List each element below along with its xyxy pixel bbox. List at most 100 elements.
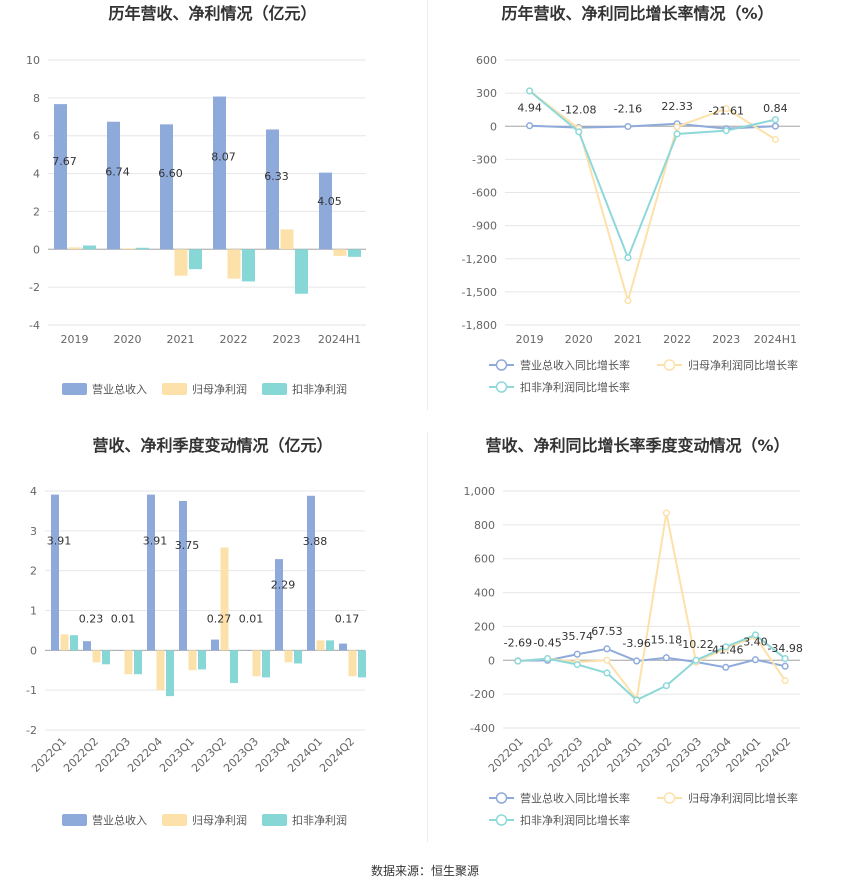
bar-net-profit bbox=[333, 249, 347, 256]
data-point bbox=[662, 509, 670, 517]
x-tick-label: 2022 bbox=[663, 333, 691, 346]
legend-label: 扣非净利润同比增长率 bbox=[520, 380, 630, 394]
data-point bbox=[662, 654, 670, 662]
bar-deducted-profit bbox=[136, 247, 149, 250]
data-label: 15.18 bbox=[651, 634, 683, 647]
data-label: -3.96 bbox=[622, 637, 650, 650]
data-point bbox=[624, 297, 632, 305]
quarterly-growth-rate-line-chart: 营收、净利同比增长率季度变动情况（%） -400 -200 0 200 400 600 800… bbox=[464, 436, 803, 827]
chart-title: 营收、净利同比增长率季度变动情况（%） bbox=[485, 436, 789, 455]
data-point bbox=[781, 662, 789, 670]
y-tick-label: 10 bbox=[26, 54, 40, 67]
y-tick-label: 600 bbox=[474, 553, 495, 566]
bar-revenue bbox=[339, 643, 347, 651]
bar-revenue bbox=[211, 639, 219, 651]
bar-revenue bbox=[213, 96, 226, 250]
bar-revenue bbox=[51, 494, 59, 651]
y-tick-label: 0 bbox=[490, 120, 497, 133]
legend-label: 扣非净利润 bbox=[292, 813, 347, 827]
bar-revenue bbox=[243, 649, 251, 651]
data-label: 3.91 bbox=[47, 534, 72, 547]
legend-label: 归母净利润同比增长率 bbox=[688, 791, 798, 805]
y-tick-label: -900 bbox=[472, 220, 497, 233]
bar-revenue bbox=[160, 124, 173, 250]
y-tick-label: -2 bbox=[29, 281, 40, 294]
data-label: 3.91 bbox=[143, 534, 168, 547]
bar-net-profit bbox=[348, 650, 357, 677]
data-point bbox=[781, 677, 789, 685]
bar-deducted-profit bbox=[166, 650, 174, 697]
bar-revenue bbox=[319, 172, 332, 250]
x-tick-label: 2024Q2 bbox=[317, 735, 357, 775]
data-label: 0.01 bbox=[111, 612, 136, 625]
x-tick-label: 2020 bbox=[565, 333, 593, 346]
bar-net-profit bbox=[60, 634, 69, 651]
y-tick-label: -1,200 bbox=[462, 253, 497, 266]
data-label: 67.53 bbox=[591, 625, 623, 638]
bar-revenue bbox=[54, 104, 67, 250]
data-label: -0.45 bbox=[533, 636, 561, 649]
data-label: -2.69 bbox=[504, 637, 532, 650]
data-label: 0.27 bbox=[207, 612, 232, 625]
x-tick-label: 2023 bbox=[712, 333, 740, 346]
data-point bbox=[603, 669, 611, 677]
y-tick-label: 4 bbox=[30, 485, 37, 498]
bar-deducted-profit bbox=[326, 640, 334, 651]
data-label: 0.17 bbox=[335, 612, 360, 625]
y-tick-label: 2 bbox=[33, 205, 40, 218]
data-point bbox=[633, 696, 641, 704]
legend-label: 营业总收入同比增长率 bbox=[520, 358, 630, 372]
bar-net-profit bbox=[174, 249, 188, 276]
data-label: -2.16 bbox=[614, 102, 642, 115]
data-point bbox=[544, 655, 552, 663]
y-tick-label: 1,000 bbox=[464, 485, 496, 498]
y-tick-label: 800 bbox=[474, 519, 495, 532]
y-tick-label: 8 bbox=[33, 92, 40, 105]
bar-deducted-profit bbox=[242, 249, 255, 282]
data-label: 4.94 bbox=[517, 102, 542, 115]
bar-revenue bbox=[83, 641, 91, 651]
data-label: 3.75 bbox=[175, 539, 200, 552]
legend-swatch bbox=[262, 383, 287, 395]
bar-revenue bbox=[275, 559, 283, 651]
bar-deducted-profit bbox=[294, 650, 302, 664]
legend-swatch bbox=[262, 814, 287, 826]
data-point bbox=[624, 122, 632, 131]
bar-net-profit bbox=[284, 650, 293, 663]
legend-marker bbox=[495, 359, 508, 371]
bar-deducted-profit bbox=[358, 650, 366, 678]
data-point bbox=[692, 656, 700, 664]
data-label: -12.08 bbox=[561, 104, 596, 117]
legend-swatch bbox=[162, 814, 187, 826]
y-tick-label: -300 bbox=[472, 153, 497, 166]
data-source-note: 数据来源：恒生聚源 bbox=[370, 864, 479, 878]
data-point bbox=[575, 128, 583, 136]
y-tick-label: 0 bbox=[30, 644, 37, 657]
x-tick-label: 2019 bbox=[61, 333, 89, 346]
bar-revenue bbox=[179, 500, 187, 651]
bar-revenue bbox=[107, 121, 120, 250]
bar-deducted-profit bbox=[198, 650, 206, 670]
data-label: 7.67 bbox=[52, 155, 77, 168]
x-tick-label: 2023 bbox=[273, 333, 301, 346]
data-point bbox=[573, 660, 581, 669]
data-label: 0.84 bbox=[763, 102, 788, 115]
data-point bbox=[624, 254, 632, 262]
y-tick-label: -4 bbox=[29, 319, 40, 332]
quarterly-revenue-profit-bar-chart: 营收、净利季度变动情况（亿元）-2-1012342022Q12022Q22022… bbox=[26, 436, 366, 827]
bar-revenue bbox=[115, 649, 123, 651]
bar-net-profit bbox=[156, 650, 165, 691]
bar-deducted-profit bbox=[295, 249, 308, 294]
y-tick-label: 3 bbox=[30, 525, 37, 538]
bar-revenue bbox=[147, 494, 155, 651]
data-point bbox=[781, 655, 789, 663]
bar-deducted-profit bbox=[102, 650, 110, 665]
x-tick-label: 2020 bbox=[114, 333, 142, 346]
legend-marker bbox=[663, 792, 676, 804]
vertical-divider-bottom bbox=[427, 432, 428, 842]
data-point bbox=[603, 656, 611, 664]
y-tick-label: 6 bbox=[33, 130, 40, 143]
bar-net-profit bbox=[252, 650, 261, 677]
y-tick-label: 1 bbox=[30, 605, 37, 618]
y-tick-label: -1 bbox=[26, 684, 37, 697]
